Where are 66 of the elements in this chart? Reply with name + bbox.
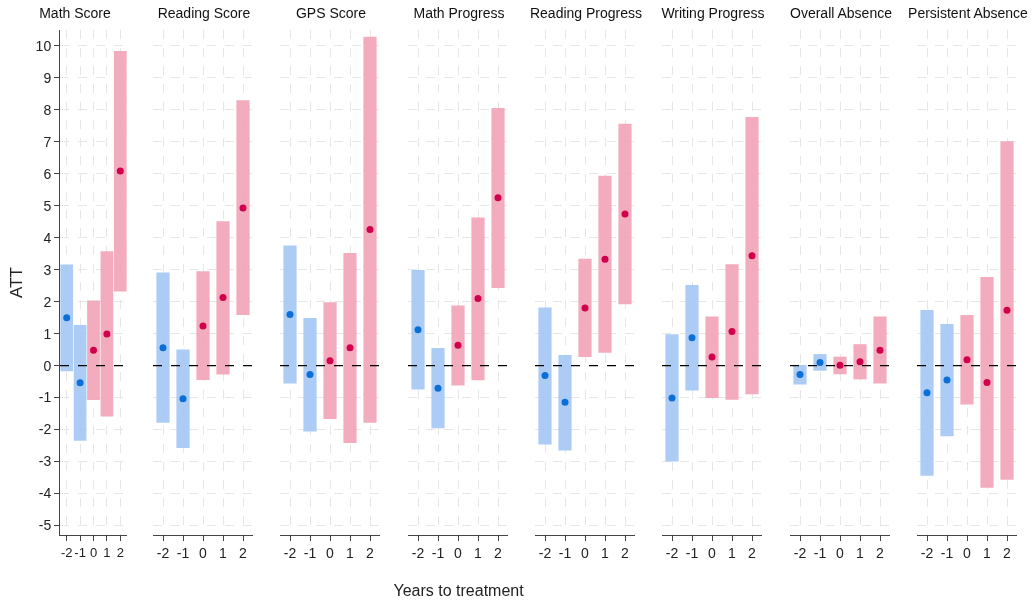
x-tick-label: -1: [74, 544, 86, 560]
y-tick-label: 7: [43, 133, 52, 150]
y-tick-label: 5: [43, 197, 52, 214]
x-tick-label: 0: [962, 544, 971, 561]
y-axis-title: ATT: [7, 267, 27, 298]
x-tick-label: 2: [493, 544, 502, 561]
chart-title: Persistent Absence: [907, 5, 1028, 22]
y-tick-label: 9: [43, 69, 52, 86]
x-tick-label: 0: [580, 544, 589, 561]
x-tick-label: 1: [855, 544, 864, 561]
x-tick-label: 1: [728, 544, 737, 561]
chart-title: Reading Score: [157, 5, 251, 22]
chart-title: Reading Progress: [529, 5, 642, 22]
x-tick-label: -2: [793, 544, 806, 561]
chart-title: Math Score: [39, 5, 111, 22]
x-tick-label: 0: [89, 544, 98, 560]
y-tick-label: -2: [38, 421, 52, 438]
y-tick-label: -4: [38, 485, 52, 502]
x-tick-label: 2: [875, 544, 884, 561]
x-tick-label: -2: [665, 544, 679, 561]
x-tick-label: -1: [431, 544, 445, 561]
x-tick-label: 1: [600, 544, 609, 561]
x-tick-label: -1: [176, 544, 190, 561]
x-tick-label: 0: [708, 544, 717, 561]
x-tick-label: -1: [685, 544, 699, 561]
x-tick-label: -2: [284, 544, 297, 561]
chart-title: Math Progress: [413, 5, 505, 22]
y-tick-label: -1: [38, 389, 52, 406]
y-tick-label: 4: [43, 229, 52, 246]
y-tick-label: 3: [43, 261, 52, 278]
x-axis-title: Years to treatment: [392, 582, 525, 600]
chart-title: Writing Progress: [661, 5, 765, 22]
x-tick-label: 2: [366, 544, 375, 561]
x-tick-label: -2: [920, 544, 934, 561]
x-tick-label: 0: [453, 544, 462, 561]
x-tick-label: 0: [835, 544, 844, 561]
x-tick-label: 2: [116, 544, 124, 560]
x-tick-label: 2: [239, 544, 248, 561]
y-tick-label: 0: [43, 357, 52, 374]
y-tick-label: 1: [43, 325, 52, 342]
x-tick-label: 0: [199, 544, 208, 561]
x-tick-label: -2: [60, 544, 73, 560]
x-tick-label: 0: [326, 544, 335, 561]
x-tick-label: 2: [748, 544, 757, 561]
x-tick-label: 2: [620, 544, 629, 561]
x-tick-label: 1: [982, 544, 991, 561]
x-tick-label: -1: [813, 544, 826, 561]
chart-title: GPS Score: [296, 5, 367, 22]
x-tick-label: -2: [538, 544, 552, 561]
y-tick-label: 2: [43, 293, 52, 310]
y-tick-label: -3: [38, 453, 52, 470]
x-tick-label: -2: [156, 544, 170, 561]
x-tick-label: 2: [1002, 544, 1011, 561]
y-tick-label: 6: [43, 165, 52, 182]
x-tick-label: 1: [219, 544, 228, 561]
y-tick-label: -5: [38, 517, 52, 534]
y-tick-label: 8: [43, 101, 52, 118]
x-tick-label: -2: [411, 544, 425, 561]
x-tick-label: 1: [103, 544, 111, 560]
x-tick-label: -1: [558, 544, 572, 561]
y-tick-label: 10: [35, 37, 52, 54]
chart-title: Overall Absence: [789, 5, 892, 22]
x-tick-label: -1: [304, 544, 317, 561]
x-tick-label: 1: [473, 544, 482, 561]
x-tick-label: 1: [346, 544, 355, 561]
x-tick-label: -1: [940, 544, 954, 561]
